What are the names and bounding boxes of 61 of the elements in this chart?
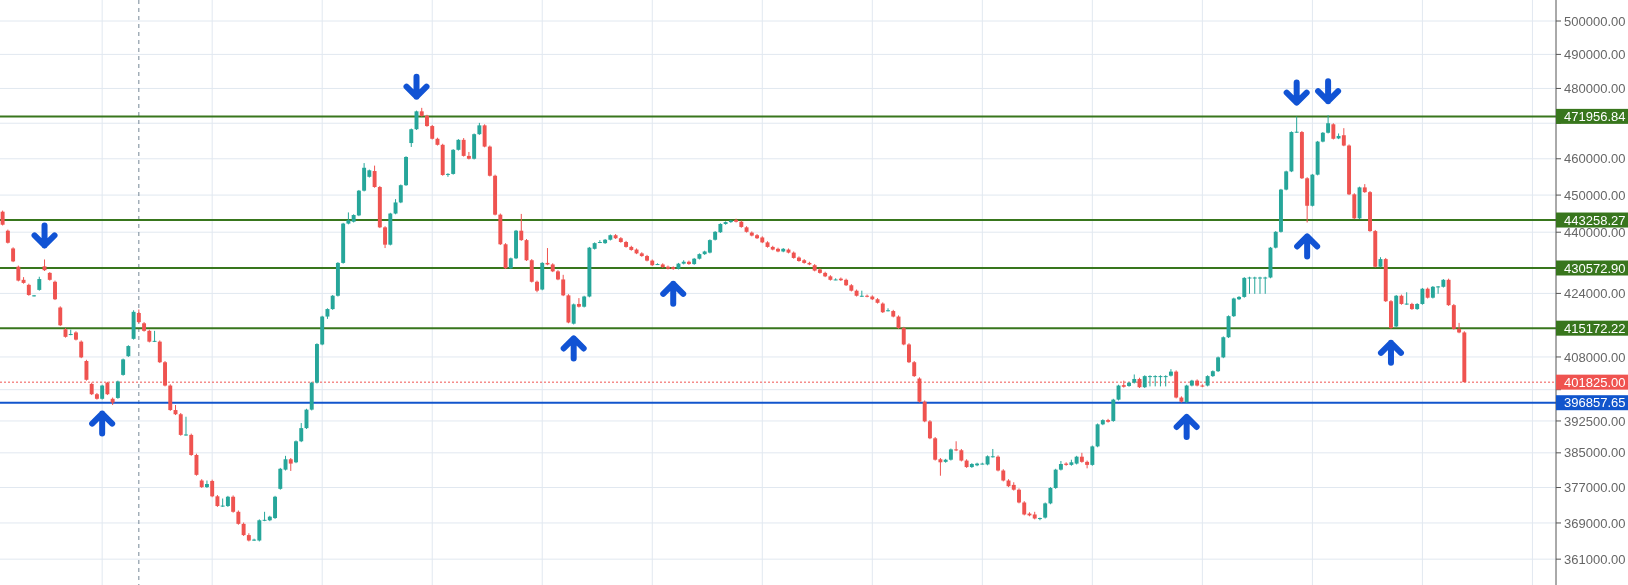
candlestick xyxy=(922,399,927,423)
candlestick xyxy=(1184,384,1189,404)
candlestick xyxy=(383,225,388,249)
y-tick-label: 377000.00 xyxy=(1564,480,1626,496)
candlestick xyxy=(1221,335,1226,359)
candlestick xyxy=(1095,422,1100,448)
candlestick xyxy=(372,165,377,189)
candlestick xyxy=(445,172,450,178)
candlestick xyxy=(204,480,209,489)
y-tick-label: 480000.00 xyxy=(1564,81,1626,97)
candlestick xyxy=(278,467,283,491)
candlestick xyxy=(398,183,403,204)
candlestick xyxy=(84,359,89,382)
candlestick xyxy=(1242,276,1247,299)
candlestick xyxy=(1085,460,1090,469)
candlestick xyxy=(529,258,534,284)
candlestick xyxy=(519,213,524,242)
candlestick xyxy=(157,339,162,364)
candlestick xyxy=(1404,291,1409,306)
candlestick xyxy=(53,280,57,301)
candlestick xyxy=(178,412,183,437)
candlestick xyxy=(1168,368,1173,378)
ref-line-label: 415172.22 xyxy=(1564,320,1626,336)
ref-line-label: 401825.00 xyxy=(1564,374,1626,390)
candlestick xyxy=(1106,418,1111,424)
candlestick xyxy=(466,151,471,160)
y-tick-label: 500000.00 xyxy=(1564,13,1626,29)
candlestick xyxy=(189,433,194,457)
candlestick xyxy=(561,274,566,297)
candlestick xyxy=(58,305,63,327)
y-tick-label: 424000.00 xyxy=(1564,285,1626,301)
candlestick xyxy=(901,326,906,346)
candlestick xyxy=(1294,116,1299,134)
y-tick-label: 385000.00 xyxy=(1564,445,1626,461)
candlestick xyxy=(461,137,466,158)
y-tick-label: 460000.00 xyxy=(1564,151,1626,167)
candlestick xyxy=(294,439,298,464)
y-tick-label: 361000.00 xyxy=(1564,551,1626,567)
candlestick xyxy=(927,419,932,440)
candlestick xyxy=(362,162,367,192)
candlestick xyxy=(933,436,938,462)
candlestick xyxy=(184,416,188,437)
candlestick xyxy=(1053,468,1058,490)
candlestick xyxy=(576,297,581,308)
ref-line-label: 396857.65 xyxy=(1564,395,1626,411)
y-tick-label: 369000.00 xyxy=(1564,515,1626,531)
y-tick-label: 490000.00 xyxy=(1564,46,1626,62)
y-tick-label: 408000.00 xyxy=(1564,349,1626,365)
ref-line-label: 430572.90 xyxy=(1564,260,1626,276)
y-tick-label: 450000.00 xyxy=(1564,187,1626,203)
candlestick xyxy=(1079,452,1084,464)
candlestick xyxy=(1226,314,1231,339)
candlestick xyxy=(152,330,157,343)
candlestick xyxy=(954,440,959,452)
candlestick xyxy=(1111,398,1116,423)
ref-line-label: 471956.84 xyxy=(1564,108,1626,124)
candlestick xyxy=(299,422,304,443)
candlestick xyxy=(1163,374,1168,387)
candlestick xyxy=(907,342,911,364)
y-tick-label: 392500.00 xyxy=(1564,413,1626,429)
candlestick xyxy=(1451,303,1456,331)
